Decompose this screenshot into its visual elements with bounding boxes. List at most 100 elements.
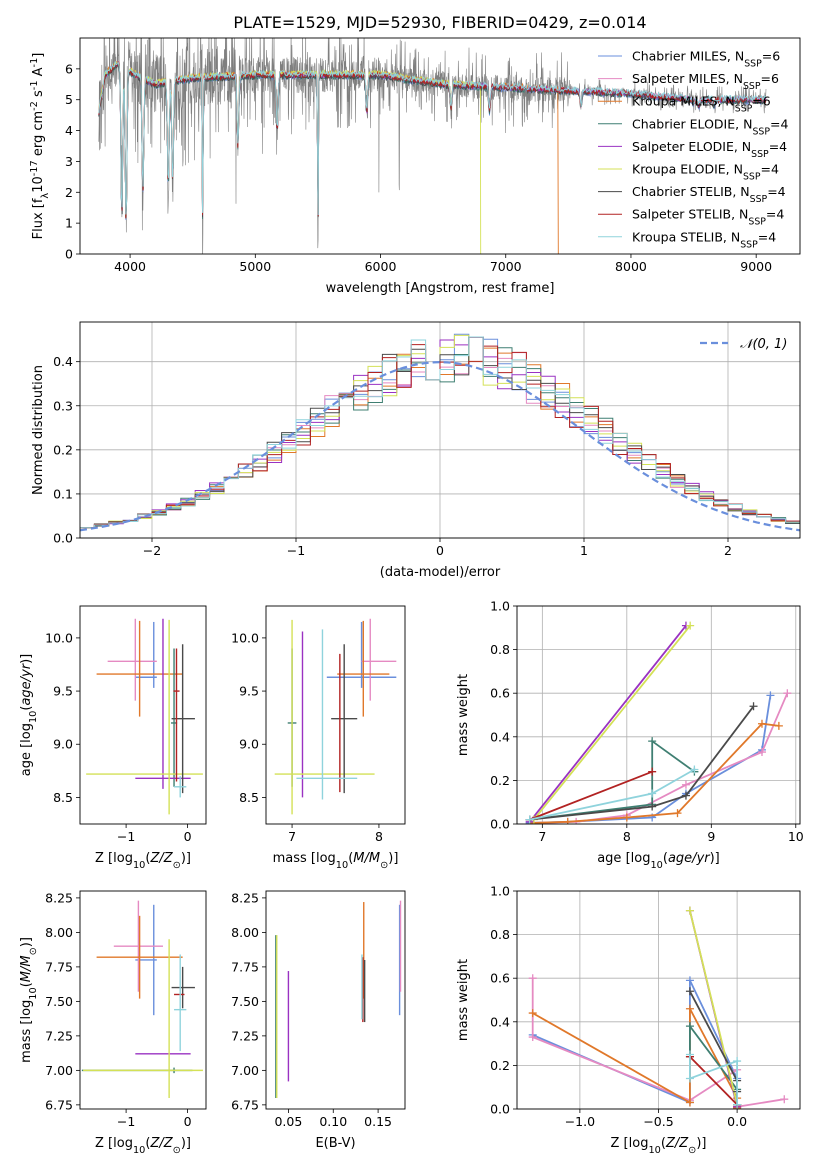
model-line [98, 61, 767, 216]
legend-label: Salpeter MILES, NSSP=6 [632, 71, 779, 92]
spectrum-ylabel: Flux [fλ10-17 erg cm-2 s-1 A-1] [29, 53, 51, 240]
weight-marker [528, 1033, 537, 1042]
x-tick-label: 5000 [239, 259, 271, 274]
residuals-plot [80, 333, 800, 532]
y-tick-label: 9.5 [53, 684, 73, 699]
mass-vs-Z-plot [81, 900, 203, 1098]
x-tick-label: 7000 [490, 259, 522, 274]
y-tick-label: 9.0 [53, 737, 73, 752]
y-tick-label: 6.75 [45, 1097, 73, 1112]
y-tick-label: 6.75 [231, 1097, 259, 1112]
age-vs-mass-plot [274, 618, 397, 815]
age-vs-mass-axes: 7 8 8.5 9.0 9.5 10.0 mass [log10(M/M⊙)] [231, 630, 398, 870]
y-tick-label: 8.00 [231, 925, 259, 940]
weight-series-line [528, 625, 687, 823]
weight-marker [733, 1100, 742, 1109]
weight-marker [757, 748, 766, 757]
age-vs-mass-frame [265, 605, 406, 825]
legend-label: Salpeter STELIB, NSSP=4 [632, 207, 784, 228]
age-vs-Z-axes: −1 0 8.5 9.0 9.5 10.0 Z [log10(Z/Z⊙)] age [log1… [19, 630, 192, 870]
y-tick-label: 0 [65, 247, 73, 262]
weight-marker [685, 1074, 694, 1083]
x-tick-label: −1.0 [565, 1114, 595, 1129]
y-tick-label: 0.4 [490, 729, 510, 744]
weight-marker [648, 767, 657, 776]
y-tick-label: 3 [65, 154, 73, 169]
weight-marker [528, 974, 537, 983]
figure-title: PLATE=1529, MJD=52930, FIBERID=0429, z=0… [233, 13, 646, 32]
y-tick-label: 8.00 [45, 925, 73, 940]
x-tick-label: −1 [117, 1114, 135, 1129]
x-tick-label: 0.10 [319, 1114, 347, 1129]
y-tick-label: 10.0 [231, 630, 259, 645]
x-tick-label: −1 [287, 543, 305, 558]
residual-histogram [80, 336, 800, 529]
y-tick-label: 7.00 [231, 1063, 259, 1078]
weight-marker [733, 1057, 742, 1066]
y-tick-label: 0.6 [490, 971, 510, 986]
x-tick-label: 0 [184, 829, 192, 844]
y-tick-label: 0.8 [490, 642, 510, 657]
x-tick-label: 0.05 [274, 1114, 302, 1129]
y-tick-label: 10.0 [45, 630, 73, 645]
spectrum-axes: 4000 5000 6000 7000 8000 9000 0 1 2 3 4 5 6 wavelengt… [29, 53, 773, 296]
x-tick-label: 9 [707, 829, 715, 844]
weight-marker [685, 1022, 694, 1031]
y-tick-label: 7.75 [45, 959, 73, 974]
x-tick-label: 6000 [365, 259, 397, 274]
mass-weight-vs-Z-frame [516, 890, 801, 1110]
y-tick-label: 7.75 [231, 959, 259, 974]
weight-marker [528, 1009, 537, 1018]
weight-marker [783, 689, 792, 698]
y-tick-label: 4 [65, 123, 73, 138]
weight-marker [749, 702, 758, 711]
legend-label: Kroupa ELODIE, NSSP=4 [632, 162, 779, 183]
y-tick-label: 7.00 [45, 1063, 73, 1078]
weight-marker [774, 721, 783, 730]
x-tick-label: 4000 [114, 259, 146, 274]
x-tick-label: 1 [580, 543, 588, 558]
x-tick-label: 0 [436, 543, 444, 558]
y-tick-label: 1.0 [490, 884, 510, 899]
legend-label: 𝒩(0, 1) [740, 337, 787, 352]
weight-series-line [529, 705, 755, 821]
weight-marker [690, 765, 699, 774]
legend-label: Chabrier STELIB, NSSP=4 [632, 184, 786, 205]
legend-label: Kroupa MILES, NSSP=6 [632, 94, 771, 115]
observed-spectrum-line [98, 38, 767, 254]
x-tick-label: −1 [117, 829, 135, 844]
mass-vs-Z-ylabel: mass [log10(M/M⊙)] [19, 937, 39, 1063]
weight-marker [686, 621, 695, 630]
mass-vs-ebv-frame [265, 890, 406, 1110]
age-vs-Z-plot [86, 618, 203, 815]
y-tick-label: 7.25 [231, 1028, 259, 1043]
age-vs-mass-xlabel: mass [log10(M/M⊙)] [273, 851, 399, 871]
mass-weight-vs-age-ylabel: mass weight [456, 674, 471, 756]
y-tick-label: 0.2 [53, 442, 73, 457]
y-tick-label: 8.5 [239, 790, 259, 805]
y-tick-label: 0.8 [490, 927, 510, 942]
weight-marker [766, 691, 775, 700]
mass-weight-vs-Z-plot [528, 906, 789, 1109]
mass-vs-Z-axes: −1 0 6.75 7.00 7.25 7.50 7.75 8.00 8.25 Z [log10(… [19, 890, 192, 1155]
mass-vs-ebv-xlabel: E(B-V) [315, 1136, 355, 1151]
weight-marker [673, 809, 682, 818]
age-vs-Z-frame [79, 605, 207, 825]
mass-vs-ebv-axes: 0.05 0.10 0.15 6.75 7.00 7.25 7.50 7.75 8.00 8.25… [231, 890, 392, 1151]
x-tick-label: 7 [288, 829, 296, 844]
mass-weight-vs-Z-axes: −1.0 −0.5 0.0 0.0 0.2 0.4 0.6 0.8 1.0 Z [log10(Z/… [456, 884, 800, 1156]
weight-marker [563, 817, 572, 824]
residuals-legend: 𝒩(0, 1) [700, 337, 787, 352]
y-tick-label: 0.3 [53, 398, 73, 413]
weight-marker [685, 906, 694, 915]
y-tick-label: 2 [65, 185, 73, 200]
mass-weight-vs-Z-ylabel: mass weight [456, 959, 471, 1041]
x-tick-label: 0.15 [364, 1114, 392, 1129]
y-tick-label: 1 [65, 216, 73, 231]
weight-marker [780, 1095, 789, 1104]
weight-marker [648, 802, 657, 811]
y-tick-label: 8.5 [53, 790, 73, 805]
x-tick-label: 9000 [740, 259, 772, 274]
